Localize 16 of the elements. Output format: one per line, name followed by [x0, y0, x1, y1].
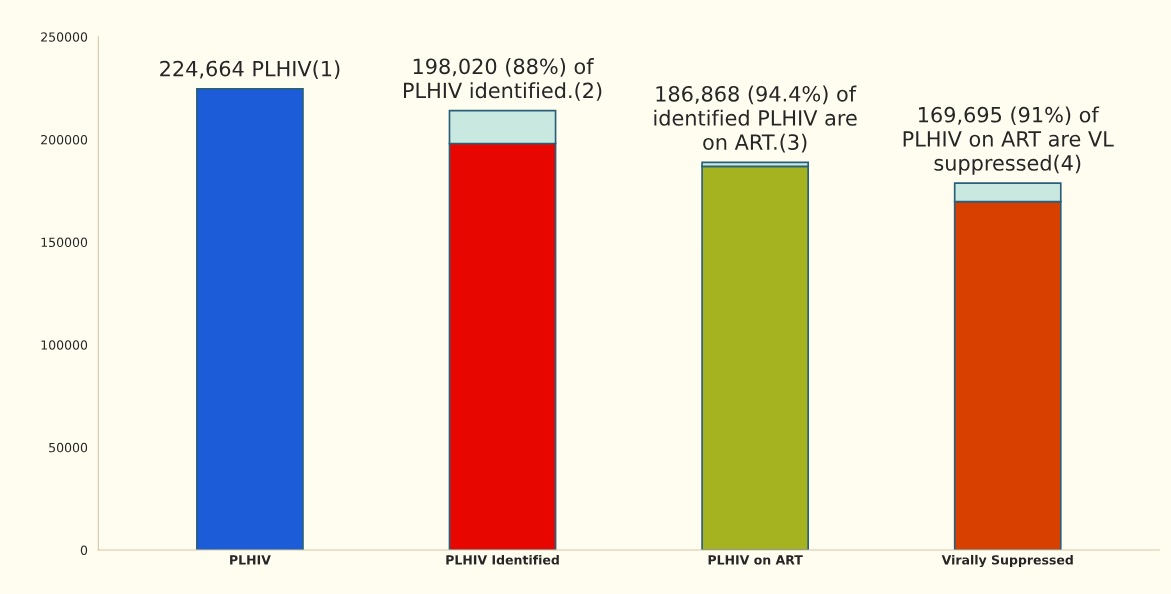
- y-tick-label: 0: [80, 545, 88, 555]
- data-label: 169,695 (91%) of PLHIV on ART are VL suppressed(4): [903, 106, 1114, 175]
- y-tick-label: 150000: [41, 237, 88, 248]
- y-tick-label: 200000: [41, 134, 88, 145]
- y-tick-label: 50000: [49, 442, 88, 453]
- y-tick-label: 250000: [41, 32, 88, 42]
- y-tick-label: 100000: [41, 340, 88, 350]
- data-label: 198,020 (88%) of PLHIV identified.(2): [404, 58, 602, 101]
- x-tick-label: PLHIV Identified: [446, 554, 559, 565]
- bar: [196, 88, 304, 551]
- data-label: 224,664 PLHIV(1): [160, 60, 340, 79]
- bar: [701, 165, 810, 551]
- data-label: 186,868 (94.4%) of identified PLHIV are on ART.(3): [654, 85, 857, 153]
- x-tick-label: PLHIV: [230, 555, 271, 565]
- x-tick-label: PLHIV on ART: [708, 555, 803, 565]
- x-tick-label: Virally Suppressed: [941, 554, 1073, 568]
